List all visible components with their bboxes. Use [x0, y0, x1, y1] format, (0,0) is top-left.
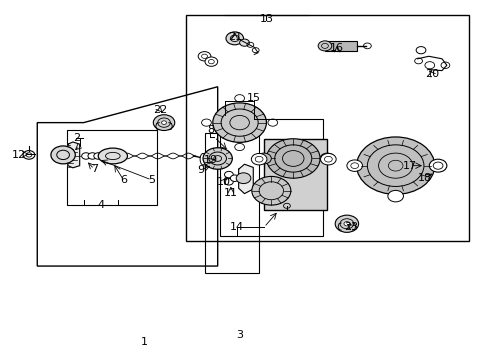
Text: 13: 13	[259, 14, 273, 24]
Polygon shape	[238, 164, 253, 194]
Circle shape	[387, 190, 403, 202]
Text: 16: 16	[329, 43, 344, 53]
Circle shape	[428, 159, 446, 172]
Circle shape	[266, 139, 320, 178]
Circle shape	[267, 119, 277, 126]
Circle shape	[318, 41, 331, 51]
Circle shape	[343, 222, 349, 226]
Text: 11: 11	[224, 188, 237, 198]
Text: 8: 8	[206, 125, 213, 135]
Circle shape	[94, 153, 102, 159]
Circle shape	[415, 46, 425, 54]
Polygon shape	[68, 142, 80, 168]
Text: 14: 14	[230, 222, 244, 232]
Text: 5: 5	[148, 175, 155, 185]
Circle shape	[81, 153, 90, 159]
Circle shape	[234, 95, 244, 102]
Text: 10: 10	[216, 177, 230, 187]
Circle shape	[334, 215, 358, 232]
Text: 12: 12	[12, 150, 26, 160]
Circle shape	[201, 119, 211, 126]
Circle shape	[320, 153, 335, 165]
Circle shape	[203, 148, 232, 169]
Circle shape	[346, 160, 362, 171]
Ellipse shape	[204, 154, 210, 164]
Circle shape	[230, 175, 239, 181]
Text: 7: 7	[91, 164, 98, 174]
Text: 18: 18	[417, 173, 431, 183]
Text: 20: 20	[424, 69, 438, 79]
Text: 2: 2	[73, 133, 80, 143]
Text: 22: 22	[153, 105, 167, 115]
Circle shape	[204, 57, 217, 66]
Text: 6: 6	[120, 175, 127, 185]
Circle shape	[251, 176, 290, 205]
Circle shape	[224, 171, 233, 178]
Text: 1: 1	[141, 337, 148, 347]
Circle shape	[256, 153, 271, 164]
Ellipse shape	[209, 155, 215, 163]
Circle shape	[236, 173, 250, 184]
Circle shape	[225, 32, 243, 45]
Circle shape	[88, 153, 97, 159]
Circle shape	[320, 153, 334, 164]
Circle shape	[234, 143, 244, 150]
Ellipse shape	[200, 153, 205, 165]
Circle shape	[224, 179, 233, 185]
Text: 9: 9	[197, 165, 204, 175]
Bar	[205, 134, 259, 273]
Circle shape	[251, 153, 266, 165]
Text: 23: 23	[343, 222, 357, 231]
Circle shape	[51, 146, 75, 164]
Circle shape	[239, 39, 249, 46]
Circle shape	[212, 103, 266, 142]
Text: 4: 4	[97, 200, 104, 210]
Text: 17: 17	[403, 161, 416, 171]
Circle shape	[356, 137, 434, 194]
Bar	[185, 15, 468, 241]
Ellipse shape	[219, 156, 225, 162]
Text: 19: 19	[204, 155, 218, 165]
Bar	[325, 41, 356, 51]
Text: 3: 3	[236, 330, 243, 340]
Bar	[220, 119, 322, 235]
Circle shape	[161, 121, 166, 125]
Text: 21: 21	[227, 32, 241, 41]
Circle shape	[198, 51, 210, 61]
Circle shape	[153, 115, 174, 131]
Circle shape	[23, 150, 35, 159]
Ellipse shape	[214, 156, 220, 163]
Text: 15: 15	[247, 93, 261, 103]
Bar	[66, 130, 157, 205]
Bar	[264, 139, 327, 211]
Ellipse shape	[98, 148, 127, 164]
